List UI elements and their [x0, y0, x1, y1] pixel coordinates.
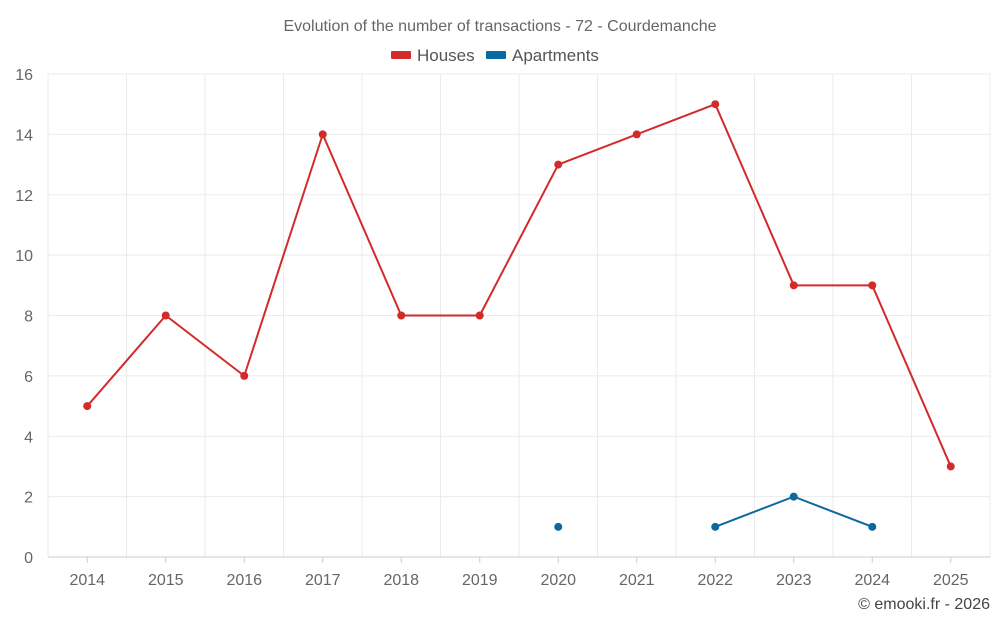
- series-houses: [83, 100, 955, 471]
- x-tick-label: 2021: [619, 572, 655, 589]
- legend-label-apartments[interactable]: Apartments: [512, 46, 599, 65]
- y-tick-label: 2: [24, 490, 33, 507]
- y-tick-label: 6: [24, 369, 33, 386]
- x-tick-label: 2015: [148, 572, 184, 589]
- series-line-houses: [86, 103, 952, 467]
- x-tick-label: 2024: [854, 572, 890, 589]
- grid: [47, 73, 991, 557]
- legend-label-houses[interactable]: Houses: [417, 46, 475, 65]
- data-point-houses[interactable]: [711, 100, 720, 109]
- y-tick-label: 10: [15, 248, 33, 265]
- y-axis: 0 2 4 6 8 10 12 14 16: [15, 67, 33, 567]
- x-tick-label: 2023: [776, 572, 812, 589]
- x-tick-label: 2018: [383, 572, 419, 589]
- data-point-apartments[interactable]: [711, 522, 720, 531]
- y-tick-label: 14: [15, 127, 33, 144]
- y-tick-label: 4: [24, 429, 33, 446]
- data-point-apartments[interactable]: [789, 492, 798, 501]
- legend: Houses Apartments: [391, 46, 599, 65]
- series-line-apartments: [714, 495, 873, 528]
- credit-text: © emooki.fr - 2026: [858, 596, 990, 613]
- x-tick-label: 2022: [697, 572, 733, 589]
- x-tick-label: 2017: [305, 572, 341, 589]
- y-tick-label: 8: [24, 309, 33, 326]
- data-point-houses[interactable]: [397, 311, 406, 320]
- data-point-houses[interactable]: [240, 371, 249, 380]
- data-point-houses[interactable]: [83, 402, 92, 411]
- data-point-houses[interactable]: [632, 130, 641, 139]
- data-point-houses[interactable]: [318, 130, 327, 139]
- legend-swatch-apartments: [486, 51, 506, 59]
- x-tick-label: 2019: [462, 572, 498, 589]
- y-tick-label: 12: [15, 188, 33, 205]
- data-point-houses[interactable]: [475, 311, 484, 320]
- data-point-houses[interactable]: [161, 311, 170, 320]
- data-point-houses[interactable]: [554, 160, 563, 169]
- y-tick-label: 16: [15, 67, 33, 84]
- data-point-apartments[interactable]: [554, 522, 563, 531]
- series-layer: [83, 100, 955, 531]
- x-tick-label: 2020: [540, 572, 576, 589]
- y-tick-label: 0: [24, 550, 33, 567]
- data-point-houses[interactable]: [789, 281, 798, 290]
- data-point-apartments[interactable]: [868, 522, 877, 531]
- x-axis: 2014 2015 2016 2017 2018 2019 2020 2021 2022 2023…: [48, 556, 990, 589]
- x-tick-label: 2016: [226, 572, 262, 589]
- x-tick-label: 2025: [933, 572, 969, 589]
- data-point-houses[interactable]: [946, 462, 955, 471]
- chart-title: Evolution of the number of transactions …: [283, 18, 716, 35]
- legend-swatch-houses: [391, 51, 411, 59]
- data-point-houses[interactable]: [868, 281, 877, 290]
- series-apartments: [554, 492, 877, 531]
- x-tick-label: 2014: [69, 572, 105, 589]
